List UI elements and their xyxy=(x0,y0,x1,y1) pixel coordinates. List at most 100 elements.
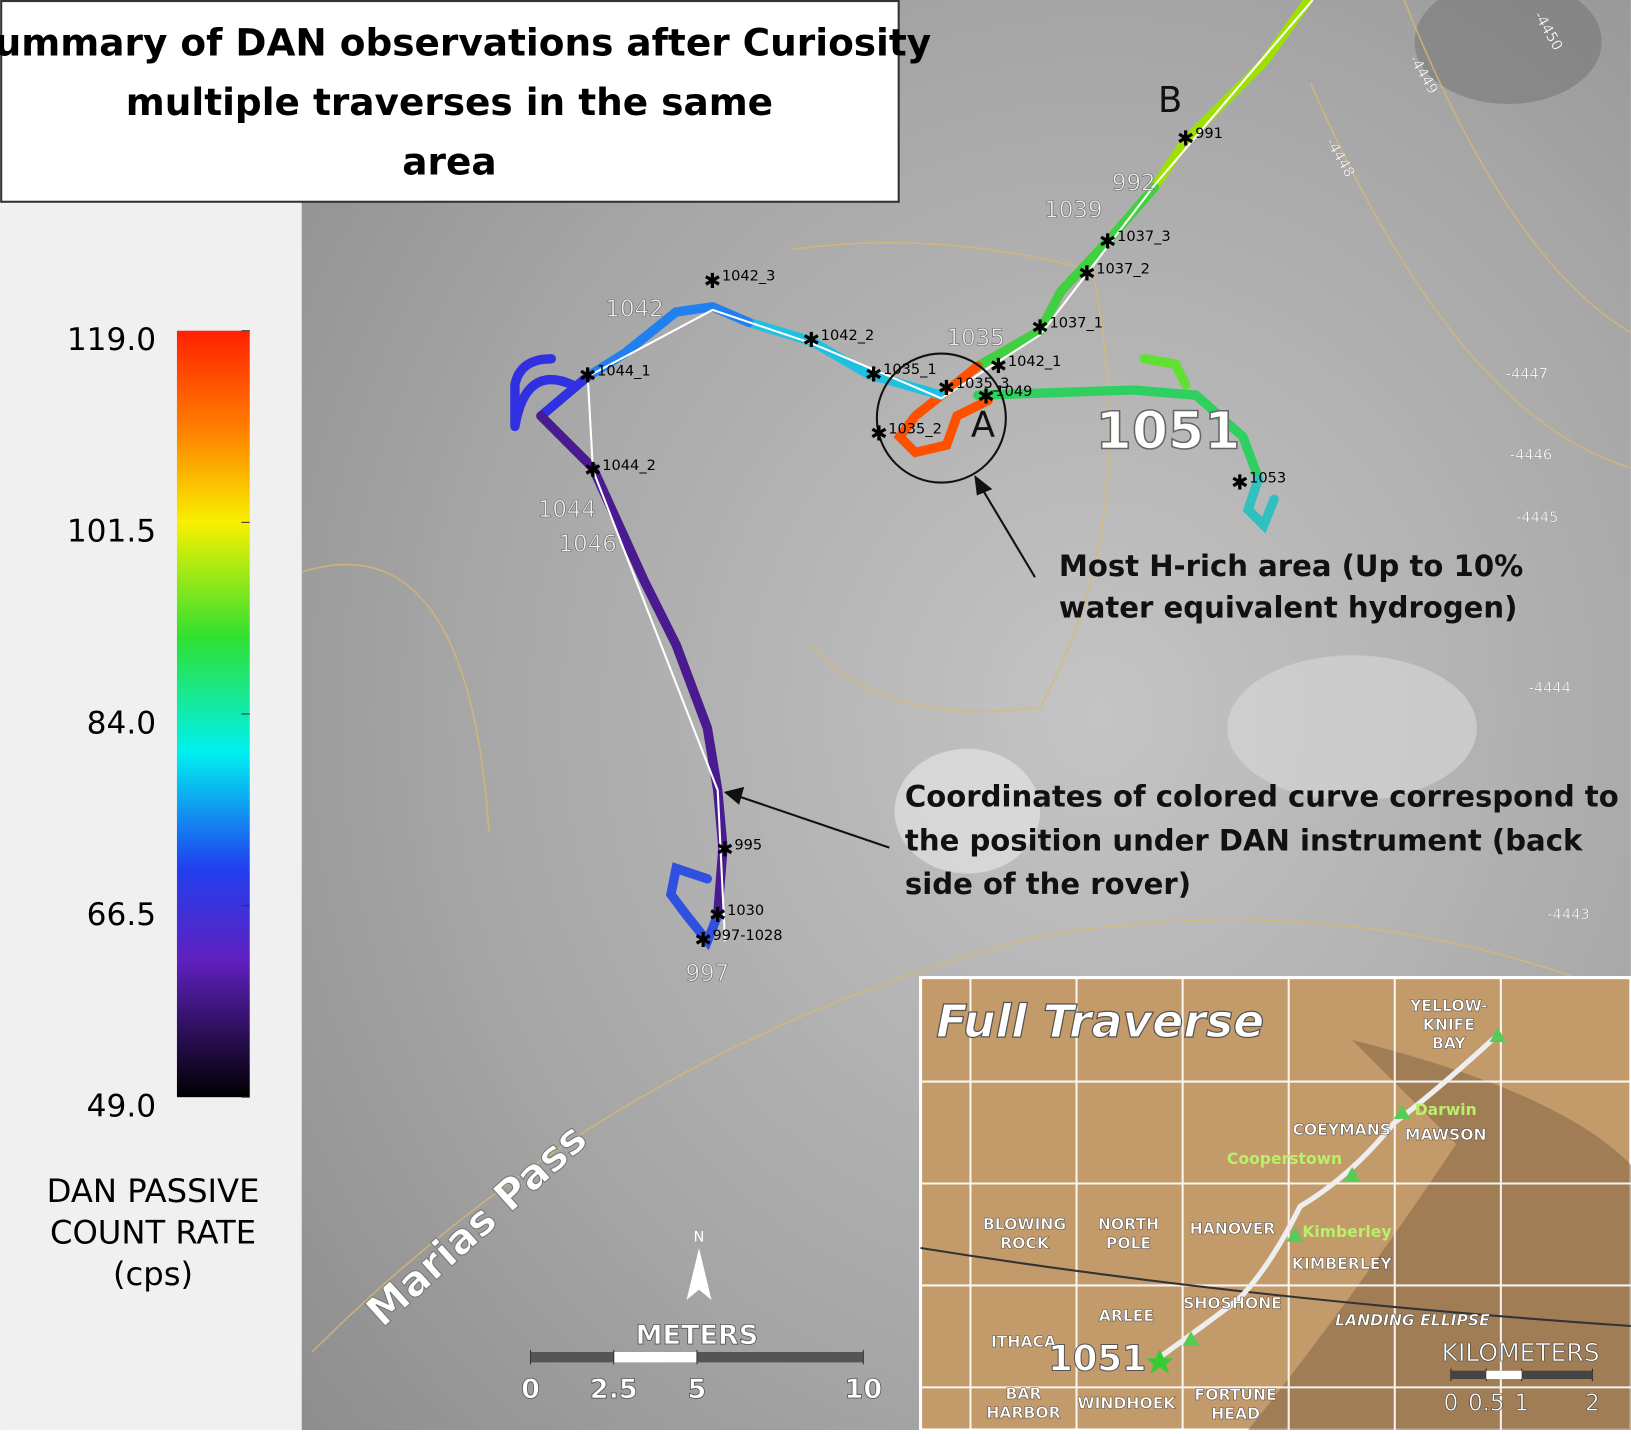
scale-bar xyxy=(613,1352,697,1363)
sol-star: ✱ xyxy=(1177,126,1194,150)
inset-place: NORTH xyxy=(1098,1216,1159,1234)
annotation: the position under DAN instrument (back xyxy=(905,823,1583,857)
big-label: 1051 xyxy=(1096,402,1241,462)
scale-tick-label: 5 xyxy=(688,1374,707,1405)
gray-label: 1046 xyxy=(559,531,617,557)
inset-place: HANOVER xyxy=(1190,1220,1276,1238)
inset-place: 1051 xyxy=(1048,1338,1146,1379)
scale-tick-label: 10 xyxy=(845,1374,883,1405)
contour-label: -4443 xyxy=(1547,906,1589,923)
inset-place: POLE xyxy=(1106,1234,1151,1252)
inset-place: MAWSON xyxy=(1405,1126,1487,1144)
inset-place: KNIFE xyxy=(1423,1016,1475,1034)
arrows xyxy=(723,474,1036,849)
sol-label: 1030 xyxy=(727,902,764,919)
annotation: water equivalent hydrogen) xyxy=(1059,590,1518,624)
contour-label: -4445 xyxy=(1516,509,1558,526)
gray-label: 992 xyxy=(1112,171,1156,197)
sol-star: ✱ xyxy=(990,354,1007,378)
inset-place: BAR xyxy=(1006,1385,1042,1403)
sol-label: 1053 xyxy=(1249,469,1286,486)
scale-title: METERS xyxy=(636,1320,759,1351)
gray-label: 1044 xyxy=(538,497,596,523)
point-label: A xyxy=(971,404,995,445)
sol-label: 995 xyxy=(734,837,762,854)
scale-tick-label: 0 xyxy=(521,1374,540,1405)
sol-star: ✱ xyxy=(938,376,955,400)
sol-label: 1042_3 xyxy=(722,268,776,285)
inset-scale-label: 0.5 xyxy=(1468,1391,1504,1417)
sol-label: 1037_2 xyxy=(1096,260,1150,277)
inset-place: Cooperstown xyxy=(1227,1150,1342,1168)
inset-scale-label: 1 xyxy=(1514,1391,1529,1417)
sol-star: ✱ xyxy=(870,422,887,446)
sol-star: ✱ xyxy=(694,928,711,952)
inset-place: ARLEE xyxy=(1099,1307,1154,1325)
point-label: B xyxy=(1158,80,1182,121)
terrain-patch xyxy=(894,748,1041,874)
terrain-patch xyxy=(1414,0,1602,104)
sol-label: 1035_3 xyxy=(956,375,1010,392)
inset-place: Kimberley xyxy=(1302,1223,1391,1241)
inset-place: Darwin xyxy=(1415,1101,1477,1119)
colorbar-tick-label: 84.0 xyxy=(87,705,156,741)
sol-label: 991 xyxy=(1195,125,1223,142)
sol-star: ✱ xyxy=(977,384,994,408)
inset-title: Full Traverse xyxy=(936,995,1264,1048)
sol-star: ✱ xyxy=(865,362,882,386)
rover-path xyxy=(586,0,1314,942)
scale-tick-label: 2.5 xyxy=(590,1374,638,1405)
colorbar-tick-label: 49.0 xyxy=(87,1089,156,1125)
gray-label: 1039 xyxy=(1044,198,1102,224)
colorbar-label: COUNT RATE xyxy=(50,1213,256,1251)
inset-place: FORTUNE xyxy=(1195,1386,1277,1404)
inset-place: COEYMANS xyxy=(1292,1121,1391,1139)
inset-place: ROCK xyxy=(1000,1234,1050,1252)
annotation: Coordinates of colored curve correspond … xyxy=(905,780,1619,814)
sol-label: 1044_2 xyxy=(602,457,656,474)
inset-place: HEAD xyxy=(1211,1405,1260,1423)
inset-place: HARBOR xyxy=(986,1404,1060,1422)
contour-lines xyxy=(301,0,1631,1353)
sol-star: ✱ xyxy=(1078,262,1095,286)
gray-label: 1042 xyxy=(605,296,663,322)
traverse xyxy=(510,0,1314,951)
sol-label: 1042_2 xyxy=(821,327,875,344)
inset-place: SHOSHONE xyxy=(1183,1295,1282,1313)
sol-star: ✱ xyxy=(1231,471,1248,495)
north-arrow xyxy=(686,1248,712,1300)
sol-label: 1037_3 xyxy=(1117,228,1171,245)
sol-label: 1049 xyxy=(995,383,1032,400)
sol-star: ✱ xyxy=(579,363,596,387)
sol-label: 997-1028 xyxy=(713,927,783,944)
terrain-patch xyxy=(1227,655,1477,801)
inset-place: LANDING ELLIPSE xyxy=(1335,1311,1490,1329)
sol-star: ✱ xyxy=(584,458,601,482)
sol-star: ✱ xyxy=(709,903,726,927)
contour-label: -4447 xyxy=(1506,365,1548,382)
colorbar-tick-label: 66.5 xyxy=(87,897,156,933)
colorbar-label: DAN PASSIVE xyxy=(47,1172,260,1210)
inset-place: YELLOW- xyxy=(1409,997,1487,1015)
inset-scale-label: 0 xyxy=(1444,1391,1459,1417)
sol-star: ✱ xyxy=(716,838,733,862)
colorbar-label: (cps) xyxy=(113,1255,193,1293)
title-box xyxy=(0,0,900,203)
highlight-circle xyxy=(875,352,1007,484)
sol-label: 1037_1 xyxy=(1050,314,1104,331)
inset-scale-title: KILOMETERS xyxy=(1442,1338,1600,1367)
sol-label: 1035_2 xyxy=(888,421,942,438)
colorbar-tick-label: 101.5 xyxy=(67,514,156,550)
colorbar-tick-label: 119.0 xyxy=(67,322,156,358)
annotation: side of the rover) xyxy=(905,867,1191,901)
inset-scale-bar xyxy=(1486,1370,1522,1380)
colorbar xyxy=(176,330,250,1098)
title: Summary of DAN observations after Curios… xyxy=(0,20,931,183)
sol-star: ✱ xyxy=(704,269,721,293)
gray-label: 1035 xyxy=(947,326,1005,352)
inset-place: BAY xyxy=(1432,1035,1466,1053)
sol-star: ✱ xyxy=(803,328,820,352)
